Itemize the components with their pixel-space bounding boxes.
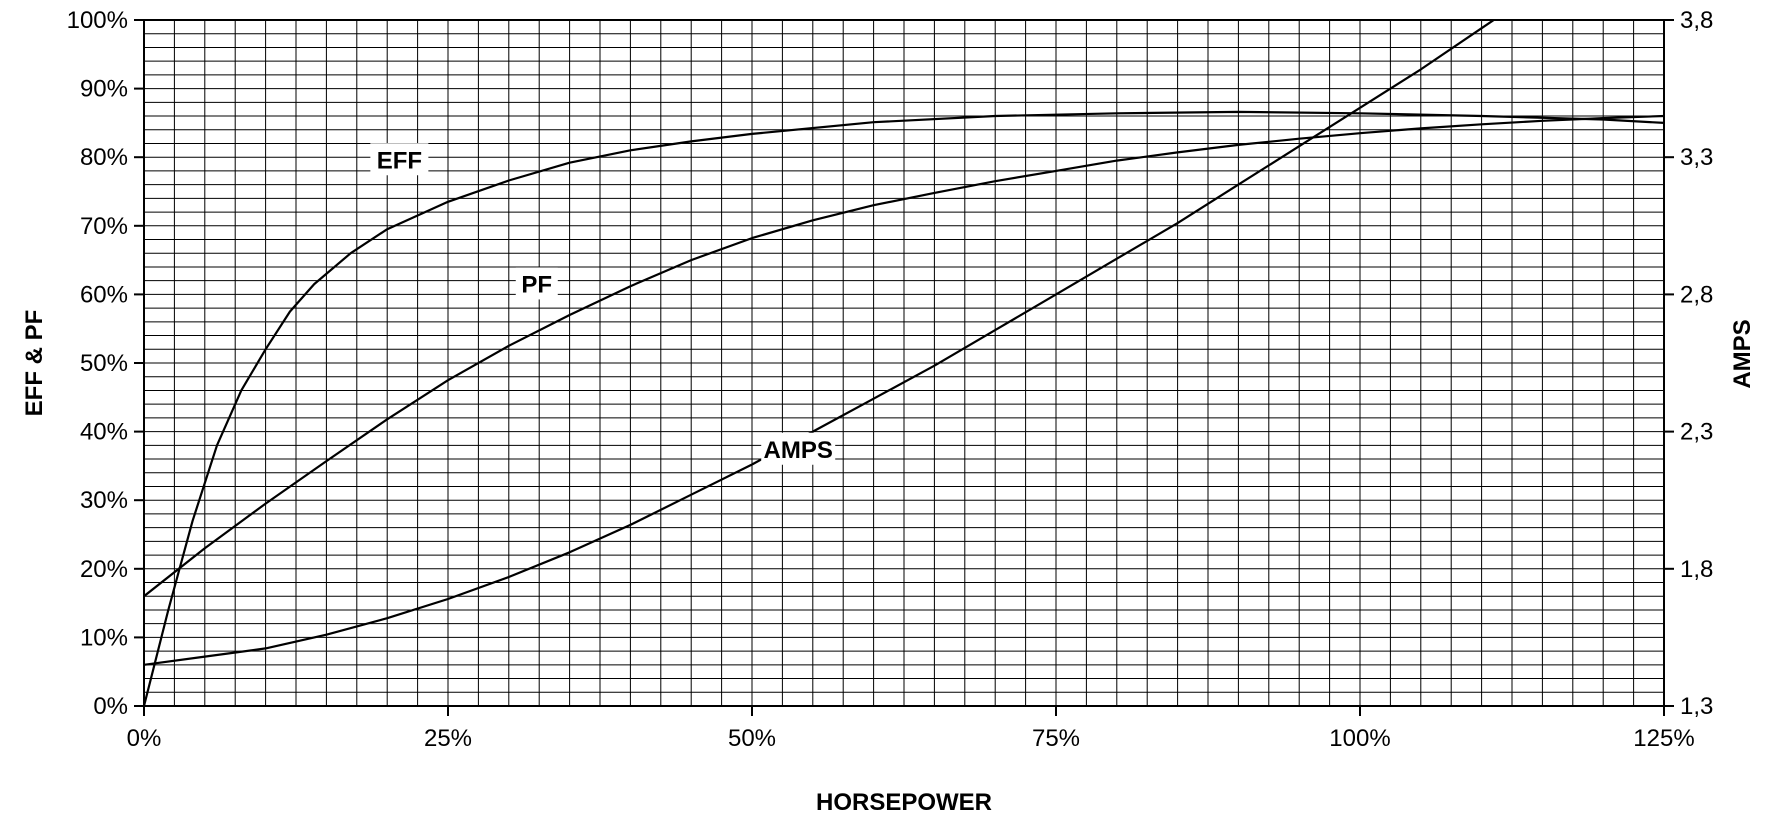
curve-label-amps: AMPS xyxy=(764,437,833,464)
ticks: 0% 25% 50% 75% 100% 125% 0% 10% 20% 30% 40% 50% 60% 7… xyxy=(67,7,1714,752)
y-tick-label: 80% xyxy=(80,144,128,171)
y2-tick-label: 1,8 xyxy=(1680,556,1713,583)
x-axis-title: HORSEPOWER xyxy=(816,789,992,816)
x-tick-label: 50% xyxy=(728,725,776,752)
y-axis-title: EFF & PF xyxy=(21,310,48,417)
x-tick-label: 75% xyxy=(1032,725,1080,752)
y-tick-label: 20% xyxy=(80,556,128,583)
y-tick-label: 0% xyxy=(93,693,128,720)
curve-label-background xyxy=(370,143,429,176)
y-tick-label: 30% xyxy=(80,487,128,514)
series-line-eff xyxy=(144,110,1664,706)
curve-label-eff: EFF xyxy=(377,147,422,174)
x-tick-label: 125% xyxy=(1633,725,1694,752)
x-tick-label: 25% xyxy=(424,725,472,752)
y-tick-label: 50% xyxy=(80,350,128,377)
x-tick-label: 100% xyxy=(1329,725,1390,752)
y2-tick-label: 2,8 xyxy=(1680,281,1713,308)
series-line-amps xyxy=(144,20,1496,666)
y2-tick-label: 3,8 xyxy=(1680,7,1713,34)
series-line-pf xyxy=(144,114,1664,598)
y-tick-label: 10% xyxy=(80,624,128,651)
curve-label-background xyxy=(515,267,558,300)
y-tick-label: 60% xyxy=(80,281,128,308)
curve-label-background xyxy=(761,432,836,465)
curve-labels: EFF PF AMPS xyxy=(370,143,836,465)
x-tick-label: 0% xyxy=(127,725,162,752)
curve-label-pf: PF xyxy=(521,271,552,298)
y-tick-label: 100% xyxy=(67,7,128,34)
y2-axis-title: AMPS xyxy=(1729,319,1756,388)
y2-tick-label: 1,3 xyxy=(1680,693,1713,720)
y-tick-label: 40% xyxy=(80,419,128,446)
y-tick-label: 90% xyxy=(80,76,128,103)
y2-tick-label: 2,3 xyxy=(1680,419,1713,446)
curves xyxy=(144,20,1664,706)
y2-tick-label: 3,3 xyxy=(1680,144,1713,171)
y-tick-label: 70% xyxy=(80,213,128,240)
